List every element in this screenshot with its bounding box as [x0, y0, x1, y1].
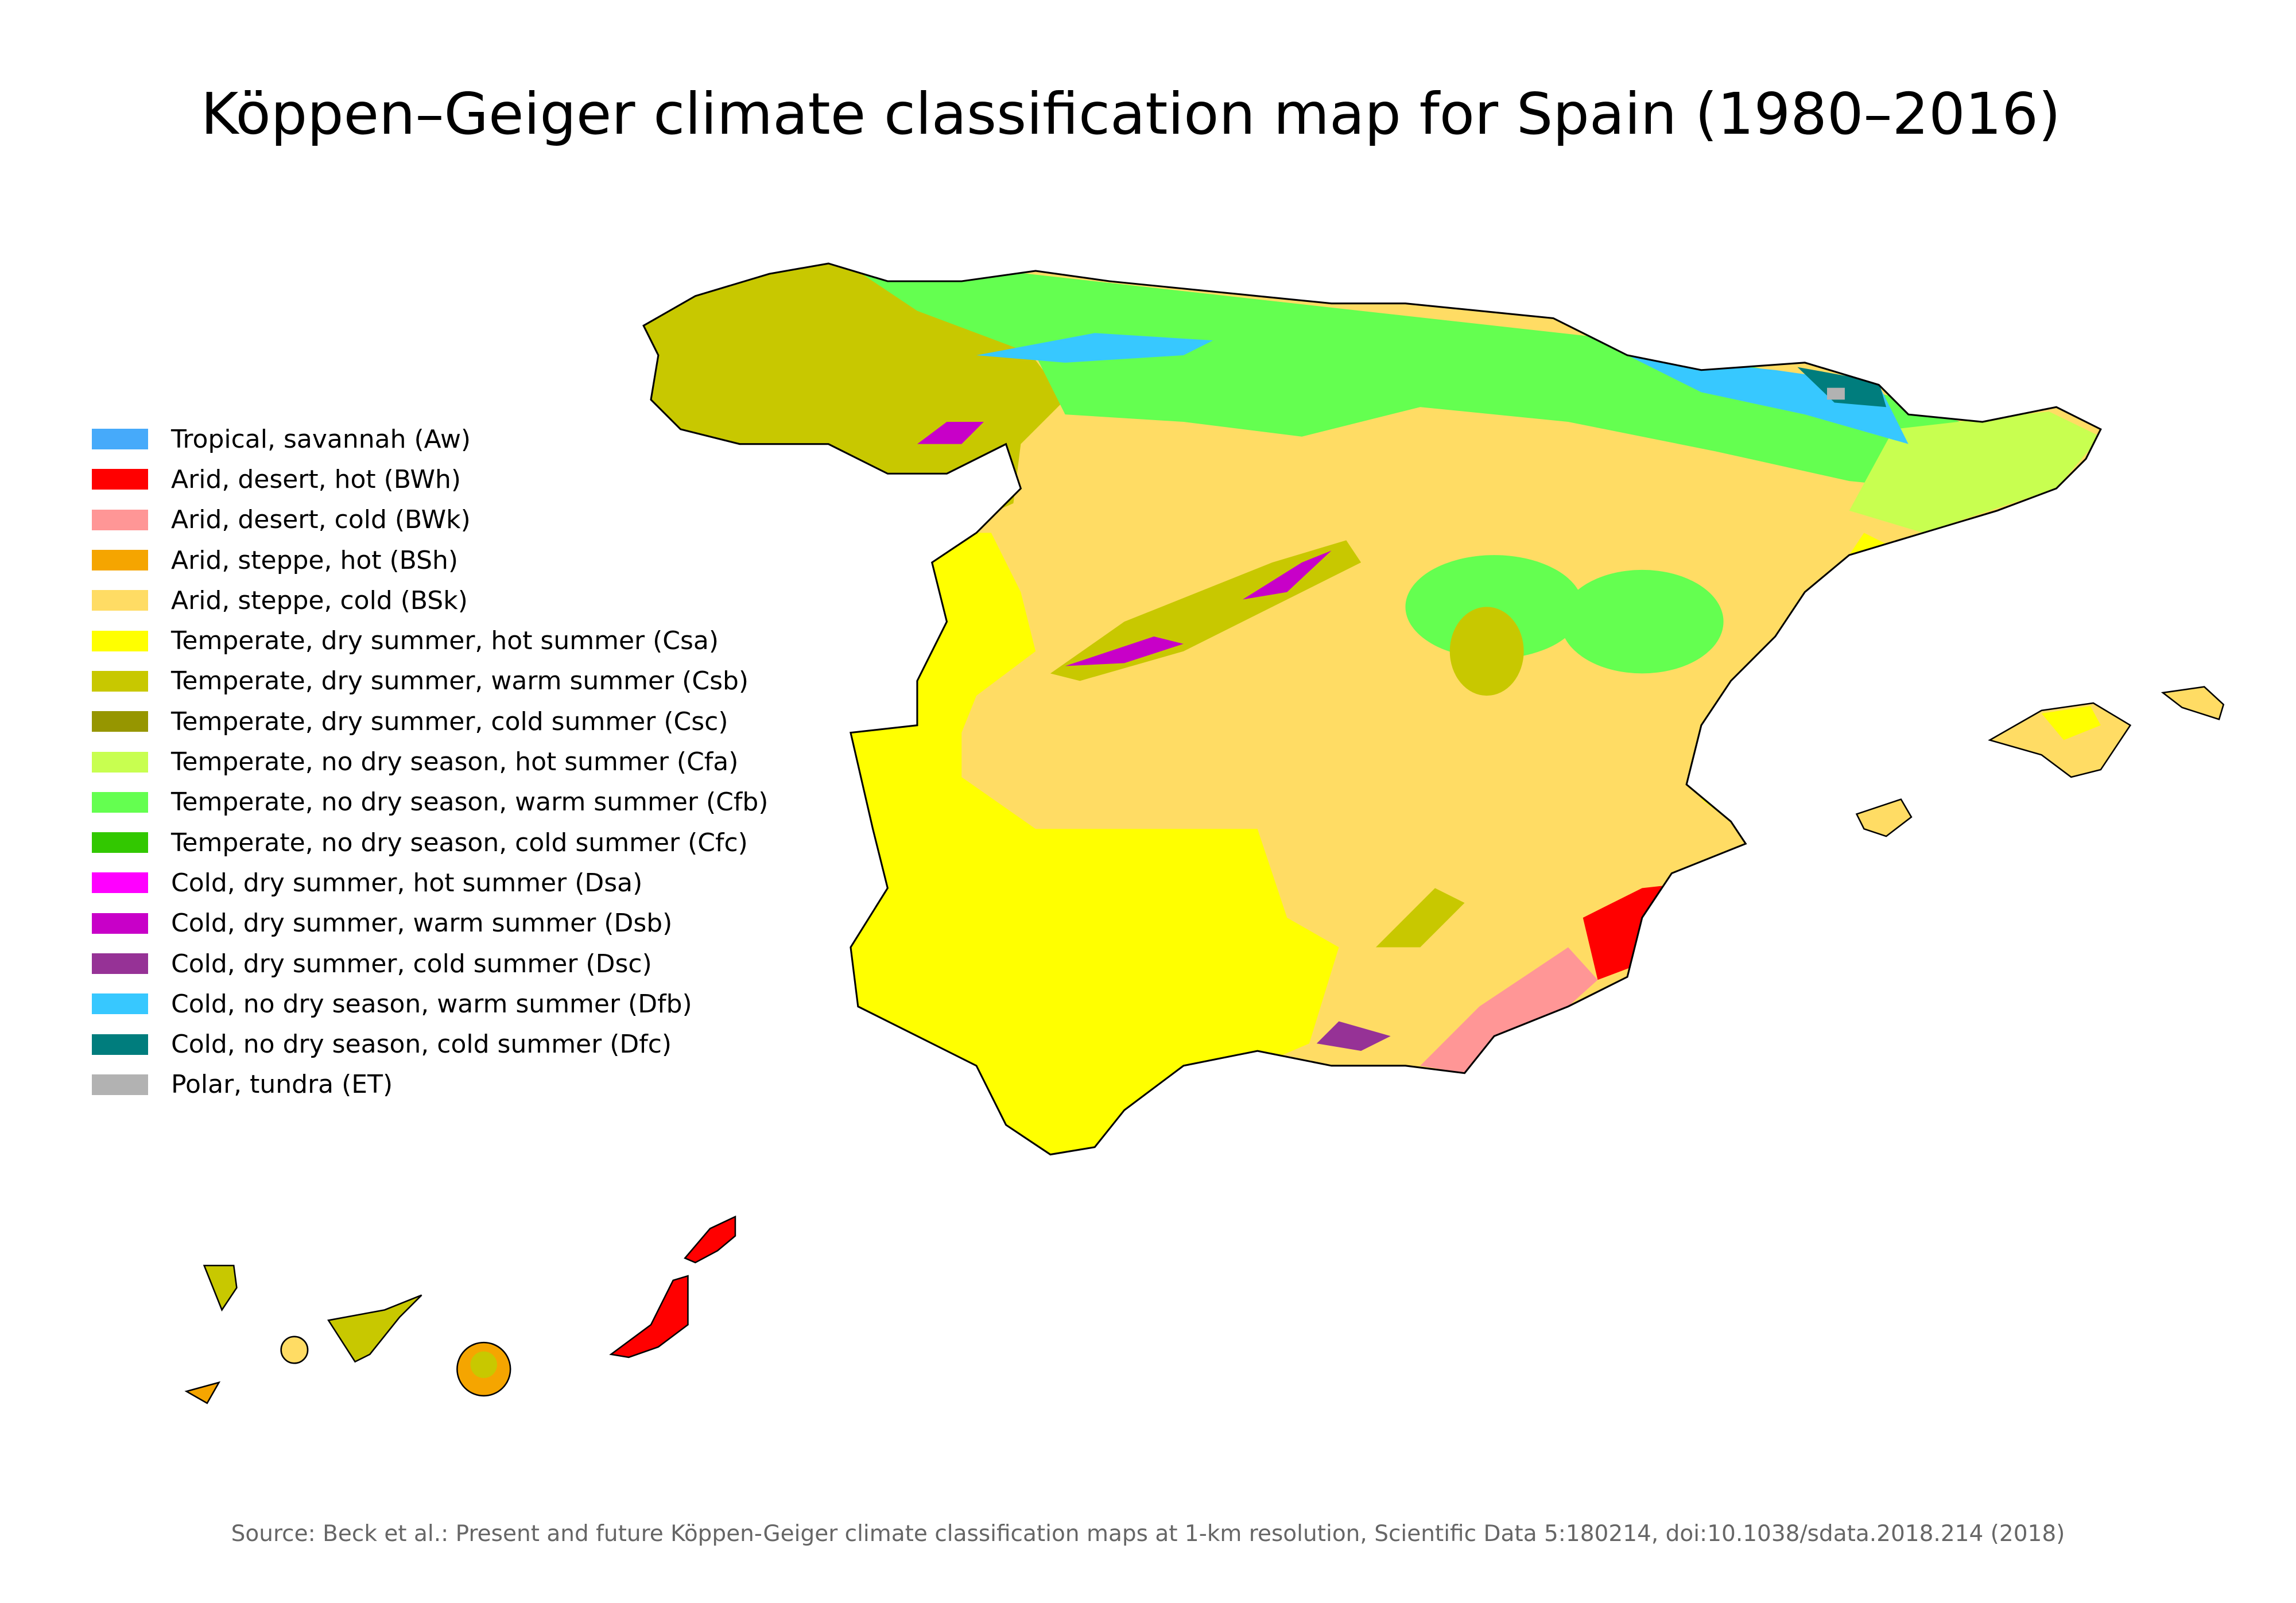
- legend-swatch: [92, 630, 148, 651]
- legend-swatch: [92, 469, 148, 490]
- canary-islands: [184, 1215, 736, 1404]
- map-title: Köppen–Geiger climate classification map…: [200, 80, 2061, 148]
- legend-item: Cold, dry summer, hot summer (Dsa): [92, 863, 768, 903]
- region-cfb-north: [828, 263, 2012, 496]
- island-lanzarote: [684, 1215, 736, 1264]
- island-mallorca-csa: [2041, 706, 2101, 740]
- legend-label: Cold, dry summer, cold summer (Dsc): [171, 949, 652, 979]
- legend-swatch: [92, 550, 148, 571]
- region-dsb-southeast: [1316, 1021, 1391, 1051]
- legend-swatch: [92, 872, 148, 894]
- legend: Tropical, savannah (Aw) Arid, desert, hot…: [92, 419, 768, 1105]
- legend-item: Temperate, dry summer, warm summer (Csb): [92, 661, 768, 701]
- legend-swatch: [92, 429, 148, 450]
- legend-label: Cold, no dry season, cold summer (Dfc): [171, 1030, 672, 1059]
- island-menorca: [2161, 686, 2225, 720]
- legend-item: Temperate, no dry season, cold summer (C…: [92, 822, 768, 863]
- legend-label: Cold, dry summer, hot summer (Dsa): [171, 868, 643, 898]
- region-dsb-sierra: [1065, 636, 1184, 666]
- legend-item: Cold, dry summer, cold summer (Dsc): [92, 944, 768, 984]
- legend-swatch: [92, 509, 148, 530]
- region-bwk-southeast: [1420, 947, 1598, 1073]
- legend-item: Cold, dry summer, warm summer (Dsb): [92, 903, 768, 944]
- region-cfb-central-1: [1405, 555, 1583, 659]
- legend-swatch: [92, 751, 148, 773]
- legend-label: Tropical, savannah (Aw): [171, 424, 471, 454]
- legend-item: Cold, no dry season, warm summer (Dfb): [92, 984, 768, 1024]
- region-csb-central: [1449, 607, 1524, 696]
- legend-item: Temperate, no dry season, hot summer (Cf…: [92, 742, 768, 782]
- legend-label: Cold, no dry season, warm summer (Dfb): [171, 989, 692, 1019]
- region-cfb-central-2: [1561, 569, 1724, 674]
- island-la-palma: [203, 1264, 238, 1312]
- legend-label: Temperate, dry summer, hot summer (Csa): [171, 626, 719, 656]
- region-dfb-pyrenees: [1627, 355, 1909, 444]
- region-csb-southeast: [1375, 888, 1465, 948]
- legend-item: Arid, steppe, hot (BSh): [92, 540, 768, 580]
- legend-label: Temperate, no dry season, hot summer (Cf…: [171, 747, 739, 777]
- region-dsb-sierra-2: [1242, 550, 1332, 600]
- legend-item: Arid, desert, cold (BWk): [92, 500, 768, 540]
- legend-item: Tropical, savannah (Aw): [92, 419, 768, 459]
- source-caption: Source: Beck et al.: Present and future …: [231, 1521, 2065, 1547]
- region-dsb-galicia: [917, 422, 984, 444]
- legend-item: Cold, no dry season, cold summer (Dfc): [92, 1024, 768, 1064]
- region-dfc-pyrenees: [1797, 367, 1887, 407]
- region-et-pyrenees: [1826, 387, 1845, 400]
- mainland-outline: [642, 262, 2102, 1156]
- legend-swatch: [92, 913, 148, 934]
- island-el-hierro: [184, 1381, 221, 1404]
- legend-swatch: [92, 670, 148, 692]
- legend-swatch: [92, 711, 148, 732]
- legend-label: Arid, desert, hot (BWh): [171, 464, 461, 494]
- mainland-spain: [642, 262, 2102, 1156]
- legend-label: Temperate, dry summer, warm summer (Csb): [171, 666, 749, 696]
- legend-label: Arid, steppe, hot (BSh): [171, 545, 459, 575]
- island-ibiza: [1855, 798, 1913, 837]
- island-gran-canaria-center: [470, 1351, 497, 1378]
- island-fuerteventura: [609, 1275, 689, 1359]
- legend-item: Arid, steppe, cold (BSk): [92, 580, 768, 620]
- island-tenerife: [327, 1294, 422, 1363]
- legend-label: Cold, dry summer, warm summer (Dsb): [171, 909, 673, 938]
- legend-label: Arid, steppe, cold (BSk): [171, 585, 468, 615]
- legend-swatch: [92, 1034, 148, 1055]
- legend-label: Temperate, dry summer, cold summer (Csc): [171, 707, 728, 736]
- balearic-islands: [1855, 686, 2225, 837]
- legend-label: Polar, tundra (ET): [171, 1070, 393, 1100]
- legend-item: Temperate, dry summer, cold summer (Csc): [92, 701, 768, 742]
- legend-item: Arid, desert, hot (BWh): [92, 459, 768, 499]
- legend-swatch: [92, 791, 148, 813]
- legend-item: Temperate, dry summer, hot summer (Csa): [92, 620, 768, 661]
- legend-swatch: [92, 832, 148, 853]
- legend-item: Polar, tundra (ET): [92, 1065, 768, 1105]
- legend-swatch: [92, 590, 148, 611]
- legend-swatch: [92, 1074, 148, 1095]
- legend-label: Temperate, no dry season, warm summer (C…: [171, 787, 769, 817]
- legend-label: Arid, desert, cold (BWk): [171, 505, 471, 535]
- legend-item: Temperate, no dry season, warm summer (C…: [92, 782, 768, 822]
- legend-swatch: [92, 993, 148, 1015]
- island-la-gomera: [280, 1336, 309, 1364]
- region-dfb-cantabria: [976, 333, 1213, 363]
- legend-label: Temperate, no dry season, cold summer (C…: [171, 828, 748, 857]
- legend-swatch: [92, 953, 148, 974]
- region-cfa-northeast: [1849, 411, 2101, 533]
